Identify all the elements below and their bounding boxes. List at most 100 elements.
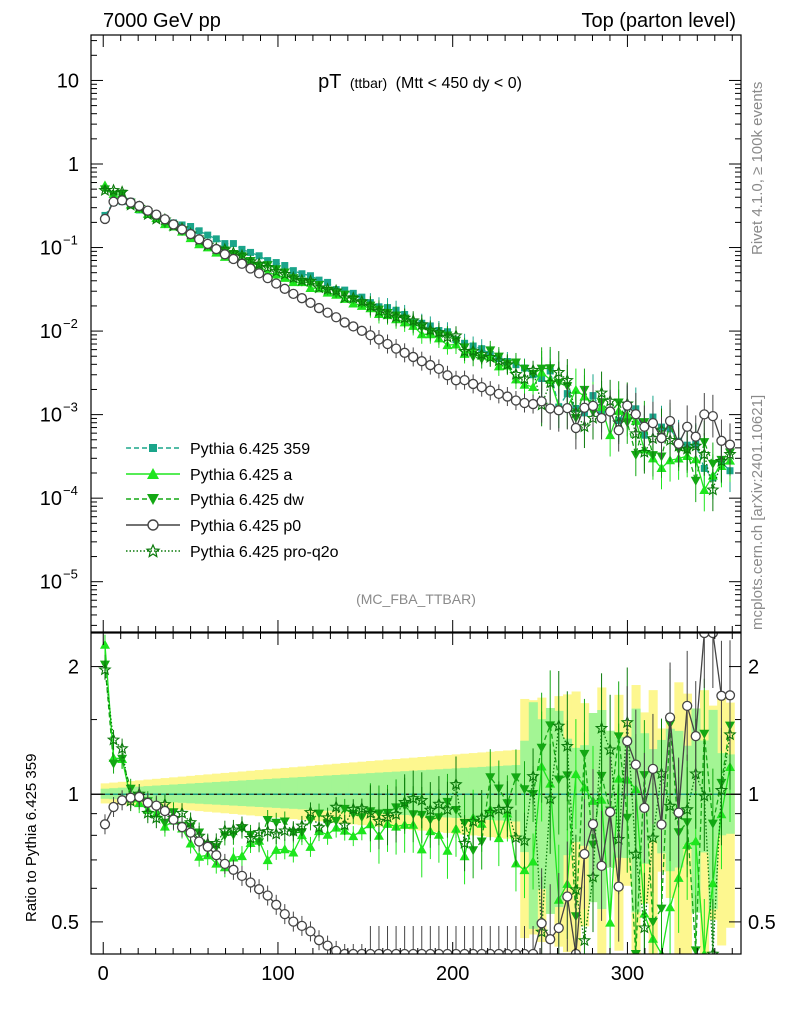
band-green-bin [289,777,299,809]
xtick-label: 0 [98,963,109,985]
main-plot-frame [90,34,742,633]
ratio-point-sp0 [493,948,504,954]
band-green-bin [152,785,162,802]
ratio-point-sp0 [176,821,188,833]
ratio-point-sp0 [185,827,196,838]
ratio-point-sp0 [425,948,436,954]
ratio-point-sq2o [526,769,540,782]
ratio-point-sp0 [699,633,710,639]
point-sp0 [271,278,282,289]
ratio-point-sq2o [680,802,694,816]
ratio-point-sp0 [134,791,145,803]
ratio-point-sa [288,847,299,857]
ratio-point-sq2o [697,788,711,802]
point-sq2o [286,270,301,284]
point-sp0 [604,406,616,417]
point-sq2o [526,363,540,376]
point-sp0 [459,374,470,386]
point-sp0 [348,321,359,332]
ratio-point-sa [305,841,316,851]
ratio-point-sdw [699,729,710,739]
point-sp0 [185,228,196,240]
ratio-point-sa [570,769,581,779]
band-green-bin [169,784,179,803]
point-sq2o [594,385,609,399]
ratio-point-sq2o [457,836,472,849]
ratio-point-sdw [519,785,530,795]
point-sp0 [125,197,136,208]
ratio-point-sq2o [269,827,283,840]
plot-title-main: pT [318,71,341,93]
point-sp0 [365,330,376,341]
point-sp0 [707,410,719,422]
ratio-point-sq2o [149,811,164,824]
ratio-point-sq2o [517,833,532,847]
ratio-point-sp0 [288,916,299,927]
point-sp0 [450,375,462,386]
legend-marker-proq2o [145,543,161,558]
legend-entry-p0: Pythia 6.425 p0 [126,518,301,535]
ratio-point-sp0 [348,948,359,954]
ratio-point-sq2o [663,799,677,812]
point-sq2o [321,282,335,296]
ytick-exponent: −1 [63,233,78,248]
ratio-point-sq2o [569,882,583,896]
point-s359 [212,235,220,243]
ratio-point-sp0 [253,884,265,895]
point-sp0 [647,417,659,429]
point-sp0 [630,409,641,420]
ratio-point-sq2o [706,946,720,954]
ratio-point-sp0 [382,948,393,954]
point-sdw [690,476,701,486]
ratio-ytick-label-right: 0.5 [748,912,776,934]
point-sq2o [389,309,403,323]
point-sp0 [159,214,171,225]
point-sp0 [330,312,342,323]
ratio-point-sp0 [442,948,453,954]
point-sp0 [613,425,624,436]
legend-entry-dw: Pythia 6.425 dw [126,492,304,509]
ratio-point-sq2o [440,802,455,816]
ratio-point-sq2o [406,791,420,805]
ratio-point-sdw [117,754,128,764]
ratio-point-sq2o [243,831,258,844]
ratio-point-sq2o [106,732,121,746]
point-sq2o [355,294,369,308]
ratio-point-sp0 [647,763,659,775]
point-s359 [255,252,263,260]
point-sq2o [295,273,309,286]
point-s359 [272,259,280,267]
point-sp0 [288,288,299,299]
point-sp0 [724,439,736,450]
ratio-point-sdw [656,904,667,914]
ratio-point-sp0 [211,850,222,861]
ratio-point-sq2o [603,742,617,756]
ratio-point-sp0 [476,948,487,954]
ytick-label: 10 [57,70,79,92]
point-sq2o [278,267,292,280]
point-sp0 [587,400,599,412]
point-sp0 [202,238,213,250]
point-sa [570,384,581,394]
ratio-point-sa [605,917,616,927]
ratio-point-sq2o [432,797,446,810]
point-sp0 [416,356,427,367]
ratio-point-sdw [254,838,265,848]
point-sq2o [260,260,275,274]
point-sdw [519,364,530,374]
ratio-point-sp0 [450,948,462,954]
ratio-point-sp0 [142,797,153,808]
point-sq2o [552,365,566,379]
ratio-point-sdw [579,749,590,759]
series-sp0 [99,195,736,467]
legend-marker-359 [149,444,157,452]
ytick-exponent: −3 [63,400,78,415]
side-label-bottom: mcplots.cern.ch [arXiv:2401.10621] [749,395,766,630]
ratio-point-sdw [647,917,658,927]
plot-title: pT (ttbar) (Mtt < 450 dy < 0) [318,71,522,93]
ratio-point-sp0 [313,935,325,946]
ratio-point-sp0 [159,805,171,817]
ratio-point-sa [356,825,367,835]
